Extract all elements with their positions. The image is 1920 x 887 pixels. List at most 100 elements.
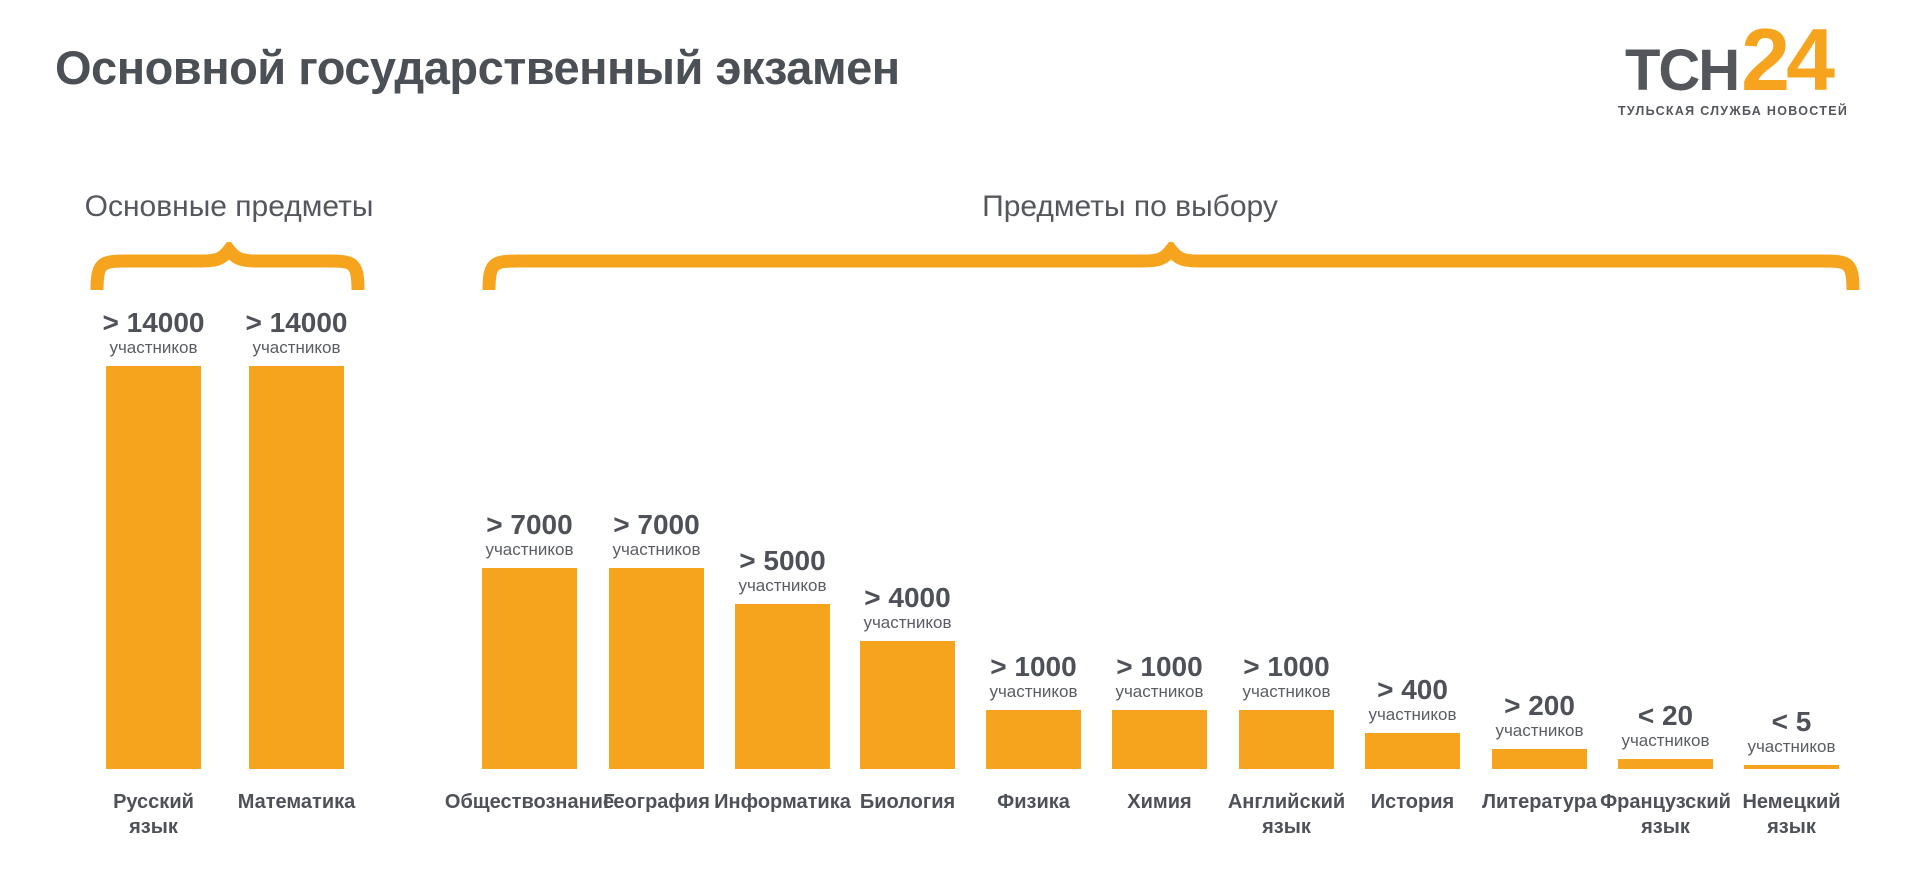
value-unit: участников <box>1368 705 1457 725</box>
bar <box>1239 710 1334 769</box>
value-unit: участников <box>109 338 198 358</box>
bar <box>1112 710 1207 769</box>
subject-label: Литература <box>1482 790 1597 815</box>
subject-line: Литература <box>1481 791 1598 813</box>
value-unit: участников <box>863 613 952 633</box>
value-unit: участников <box>989 682 1078 702</box>
subject-line: язык <box>1641 816 1690 838</box>
value-unit: участников <box>1747 737 1836 757</box>
value-label: < 20 участников <box>1621 699 1710 751</box>
value-label: > 1000 участников <box>1115 650 1203 702</box>
value-number: > 5000 <box>739 544 826 576</box>
value-number: > 4000 <box>864 581 951 613</box>
value-number: > 7000 <box>486 508 573 540</box>
subject-line: Математика <box>237 791 356 813</box>
subject-label: Немецкий язык <box>1742 790 1840 840</box>
subject-line: Русский <box>113 791 194 813</box>
bar-column: > 1000 участников <box>986 650 1081 769</box>
subject-line: Немецкий <box>1742 791 1841 813</box>
subject-line: язык <box>129 816 178 838</box>
subject-line: Биология <box>859 791 956 813</box>
value-label: > 400 участников <box>1368 673 1457 725</box>
value-number: > 7000 <box>613 508 700 540</box>
page-title: Основной государственный экзамен <box>55 41 900 94</box>
subject-line: Информатика <box>714 791 851 813</box>
logo-tagline: ТУЛЬСКАЯ СЛУЖБА НОВОСТЕЙ <box>1618 103 1849 118</box>
value-label: > 1000 участников <box>1242 650 1331 702</box>
subject-label: Химия <box>1127 790 1191 815</box>
subject-label: Английский язык <box>1228 790 1345 840</box>
bar-column: > 5000 участников <box>735 544 830 769</box>
brace-elective <box>482 242 1860 291</box>
subject-label: Обществознание <box>445 790 614 815</box>
subject-label: География <box>603 790 710 815</box>
subject-line: Французский <box>1600 791 1731 813</box>
brace-main <box>90 242 365 291</box>
bar-column: < 20 участников <box>1618 699 1713 769</box>
bar <box>1492 749 1587 769</box>
bar-column: > 7000 участников <box>482 508 577 769</box>
bar-column: > 7000 участников <box>609 508 704 769</box>
value-unit: участников <box>252 338 341 358</box>
value-label: < 5 участников <box>1747 705 1836 757</box>
bar <box>1618 759 1713 769</box>
subject-line: География <box>603 791 710 813</box>
bar <box>609 568 704 769</box>
value-unit: участников <box>1242 682 1331 702</box>
bar <box>735 604 830 769</box>
bar-column: > 200 участников <box>1492 689 1587 769</box>
value-number: > 14000 <box>245 306 348 338</box>
logo-24-text: 24 <box>1741 10 1835 109</box>
value-number: < 5 <box>1771 705 1812 737</box>
bar <box>482 568 577 769</box>
bar-column: > 400 участников <box>1365 673 1460 769</box>
value-number: > 1000 <box>1243 650 1330 682</box>
bar <box>860 641 955 769</box>
bar-column: > 14000 участников <box>246 308 348 769</box>
subject-line: История <box>1370 791 1455 813</box>
value-number: > 1000 <box>1116 650 1203 682</box>
group-header-main: Основные предметы <box>84 190 374 223</box>
subject-label: Математика <box>238 790 356 815</box>
subject-label: Биология <box>860 790 955 815</box>
value-label: > 7000 участников <box>612 508 701 560</box>
bar-column: > 14000 участников <box>103 308 205 769</box>
tsn24-logo-wordmark: ТСН 24 <box>1618 10 1838 109</box>
value-unit: участников <box>612 540 701 560</box>
value-unit: участников <box>738 576 827 596</box>
brace-path <box>482 242 1860 291</box>
subject-line: язык <box>1767 816 1816 838</box>
logo-tsn-text: ТСН <box>1624 38 1740 103</box>
value-label: > 14000 участников <box>245 306 348 358</box>
value-unit: участников <box>1621 731 1710 751</box>
value-number: > 1000 <box>990 650 1077 682</box>
brace-path <box>90 242 365 291</box>
subject-line: Химия <box>1127 791 1192 813</box>
value-label: > 14000 участников <box>102 306 205 358</box>
subject-line: язык <box>1262 816 1311 838</box>
tsn24-logo: ТСН 24 ТУЛЬСКАЯ СЛУЖБА НОВОСТЕЙ <box>1618 10 1849 118</box>
bar <box>249 366 344 769</box>
bar <box>106 366 201 769</box>
value-unit: участников <box>1495 721 1584 741</box>
subject-line: Английский <box>1227 791 1346 813</box>
value-label: > 4000 участников <box>863 581 952 633</box>
value-label: > 1000 участников <box>989 650 1078 702</box>
bar-column: > 4000 участников <box>860 581 955 769</box>
value-number: > 200 <box>1504 689 1575 721</box>
bar <box>986 710 1081 769</box>
subject-label: Русский язык <box>113 790 194 840</box>
bar-column: > 1000 участников <box>1112 650 1207 769</box>
value-number: < 20 <box>1637 699 1694 731</box>
bar-column: > 1000 участников <box>1239 650 1334 769</box>
value-label: > 7000 участников <box>485 508 574 560</box>
bar <box>1744 765 1839 769</box>
value-label: > 5000 участников <box>738 544 827 596</box>
value-number: > 400 <box>1377 673 1448 705</box>
subject-label: Информатика <box>714 790 851 815</box>
value-unit: участников <box>485 540 574 560</box>
value-number: > 14000 <box>102 306 205 338</box>
group-header-elective: Предметы по выбору <box>982 190 1278 223</box>
